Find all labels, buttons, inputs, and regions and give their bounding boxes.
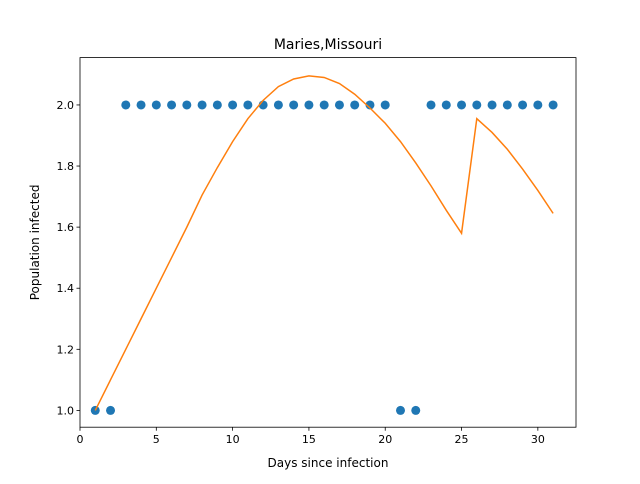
scatter-point: [487, 100, 497, 110]
scatter-point: [212, 100, 222, 110]
scatter-point: [334, 100, 344, 110]
scatter-point: [441, 100, 451, 110]
y-tick-label: 1.4: [57, 282, 75, 295]
scatter-point: [167, 100, 177, 110]
x-tick-label: 5: [153, 433, 160, 446]
y-tick-label: 1.2: [57, 343, 75, 356]
scatter-point: [411, 405, 421, 415]
scatter-point: [533, 100, 543, 110]
x-tick-label: 20: [378, 433, 392, 446]
scatter-point: [426, 100, 436, 110]
scatter-point: [457, 100, 467, 110]
y-tick-label: 1.0: [57, 404, 75, 417]
scatter-point: [380, 100, 390, 110]
x-tick-label: 0: [77, 433, 84, 446]
axes-frame: [79, 57, 577, 428]
scatter-point: [472, 100, 482, 110]
y-ticks: 1.0 1.2 1.4 1.6 1.8 2.0: [57, 99, 80, 417]
scatter-point: [136, 100, 146, 110]
x-tick-label: 30: [531, 433, 545, 446]
x-axis-label: Days since infection: [268, 456, 389, 470]
scatter-point: [121, 100, 131, 110]
scatter-point: [502, 100, 512, 110]
scatter-point: [182, 100, 192, 110]
scatter-point: [518, 100, 528, 110]
scatter-point: [273, 100, 283, 110]
x-tick-label: 25: [455, 433, 469, 446]
scatter-point: [350, 100, 360, 110]
scatter-point: [365, 100, 375, 110]
x-ticks: 0 5 10 15 20 25 30: [77, 427, 545, 446]
x-tick-label: 10: [226, 433, 240, 446]
scatter-point: [304, 100, 314, 110]
x-tick-label: 15: [302, 433, 316, 446]
chart-title: Maries,Missouri: [274, 37, 382, 53]
y-axis-label: Population infected: [28, 185, 42, 301]
scatter-point: [319, 100, 329, 110]
y-tick-label: 1.8: [57, 160, 75, 173]
scatter-point: [106, 405, 116, 415]
scatter-point: [548, 100, 558, 110]
y-tick-label: 1.6: [57, 221, 75, 234]
plot-layer: [90, 75, 558, 415]
scatter-point: [243, 100, 253, 110]
scatter-point: [197, 100, 207, 110]
fit-line: [94, 75, 554, 411]
scatter-point: [228, 100, 238, 110]
scatter-point: [395, 405, 405, 415]
scatter-point: [289, 100, 299, 110]
y-tick-label: 2.0: [57, 99, 75, 112]
scatter-point: [151, 100, 161, 110]
